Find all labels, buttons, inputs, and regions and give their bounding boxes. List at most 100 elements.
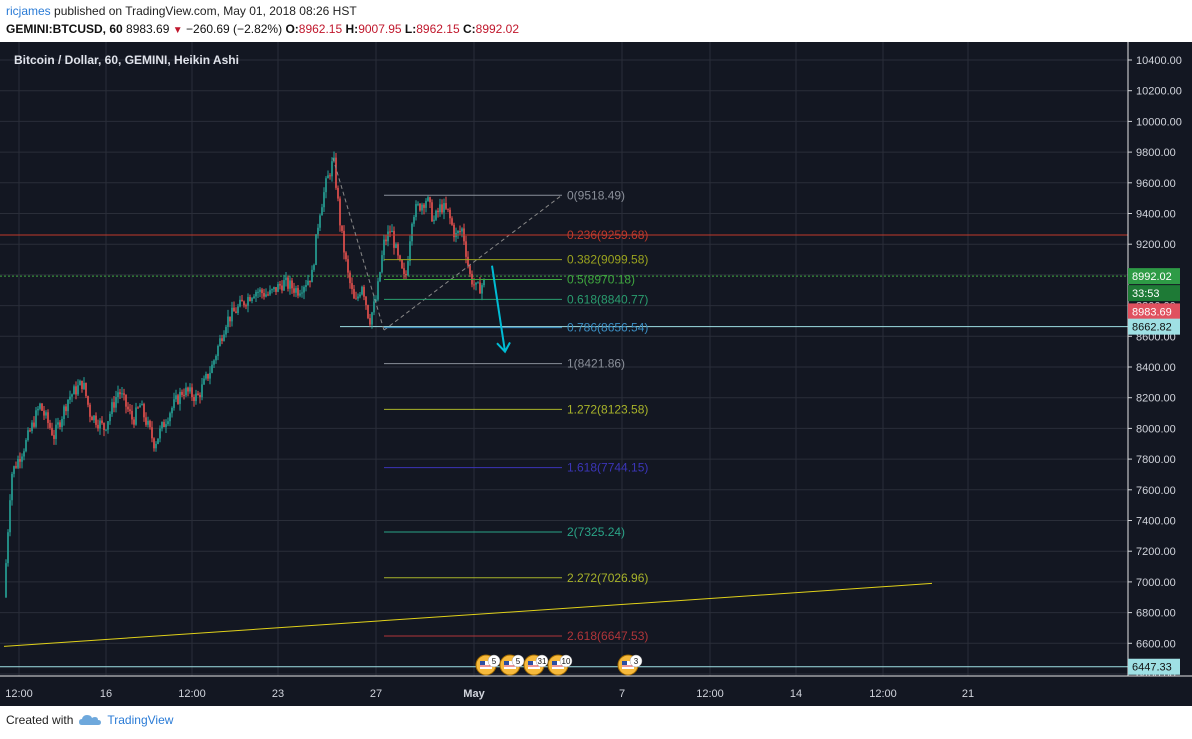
candle-body (351, 283, 353, 290)
event-count: 5 (516, 657, 521, 666)
event-badge[interactable]: 3 (617, 654, 643, 676)
candle-body (419, 203, 421, 211)
candle-body (333, 157, 335, 162)
candle-body (369, 318, 371, 325)
candle-body (61, 418, 63, 427)
candle-body (215, 356, 217, 361)
price-tick-label: 8400.00 (1136, 362, 1176, 374)
candle-body (121, 393, 123, 395)
candle-body (421, 204, 423, 211)
candle-body (315, 234, 317, 265)
trend-line (3, 582, 933, 647)
event-count-bubble (487, 654, 501, 668)
publish-text: published on TradingView.com, May 01, 20… (54, 4, 357, 18)
time-tick-label: 12:00 (5, 688, 33, 700)
fib-level-label: 0.786(8656.54) (567, 321, 648, 335)
candle-body (201, 384, 203, 398)
candle-body (291, 280, 293, 289)
candle-body (101, 420, 103, 423)
publish-info: ricjames published on TradingView.com, M… (6, 4, 357, 18)
candle-body (357, 296, 359, 299)
time-tick-label: 23 (272, 688, 284, 700)
candle-body (81, 380, 83, 389)
candle-body (117, 392, 119, 398)
fib-level-label: 0(9518.49) (567, 188, 625, 202)
event-badge[interactable]: 5 (499, 654, 525, 676)
tradingview-link[interactable]: TradingView (79, 713, 173, 727)
candle-body (127, 406, 129, 410)
candle-body (7, 532, 9, 564)
price-scale[interactable] (1128, 42, 1192, 676)
candle-body (447, 208, 449, 210)
ohlc-legend: GEMINI:BTCUSD, 60 8983.69 ▼ −260.69 (−2.… (6, 22, 520, 36)
author-link[interactable]: ricjames (6, 4, 51, 18)
candle-body (25, 440, 27, 452)
price-tick-label: 7800.00 (1136, 454, 1176, 466)
candle-body (161, 422, 163, 429)
price-label-bg (1128, 303, 1180, 320)
candle-body (259, 289, 261, 292)
candle-body (57, 422, 59, 425)
candle-body (175, 395, 177, 400)
candle-body (19, 458, 21, 462)
candle-body (427, 197, 429, 201)
price-label-bg (1128, 658, 1180, 675)
candle-body (317, 227, 319, 235)
candle-body (247, 297, 249, 306)
candle-body (113, 402, 115, 408)
time-tick-label: May (463, 688, 485, 700)
candle-body (443, 203, 445, 213)
price-tick-label: 10400.00 (1136, 55, 1182, 67)
candle-body (481, 285, 483, 294)
event-badge[interactable]: 5 (475, 654, 501, 676)
candle-body (59, 422, 61, 427)
candle-body (281, 285, 283, 291)
time-tick-label: 7 (619, 688, 625, 700)
candle-body (99, 420, 101, 429)
event-badge[interactable]: 31 (523, 654, 549, 676)
candle-body (163, 422, 165, 428)
candle-body (321, 207, 323, 216)
candle-body (179, 391, 181, 404)
fib-level-label: 2.272(7026.96) (567, 571, 648, 585)
candle-body (209, 372, 211, 379)
candle-body (327, 175, 329, 179)
price-chart[interactable]: 0(9518.49) 0.236(9259.68) 0.382(9099.58) 0.… (0, 42, 1192, 706)
candle-body (425, 200, 427, 208)
candle-body (483, 279, 485, 286)
candle-body (231, 307, 233, 322)
candle-body (23, 451, 25, 457)
candle-body (477, 282, 479, 284)
economic-events[interactable]: 5 5 31 10 3 (475, 654, 643, 676)
event-count-bubble (535, 654, 549, 668)
candle-body (15, 466, 17, 468)
candle-body (271, 289, 273, 291)
candle-body (243, 301, 245, 306)
flag-stripes (528, 661, 540, 669)
candle-body (107, 421, 109, 430)
candle-body (33, 422, 35, 427)
candle-body (173, 399, 175, 408)
candle-body (207, 373, 209, 379)
time-scale[interactable] (0, 676, 1192, 706)
event-badge[interactable]: 10 (547, 654, 573, 676)
flag-canton (528, 661, 533, 665)
high-value: 9007.95 (358, 22, 402, 36)
candle-body (155, 443, 157, 449)
fibonacci-extension[interactable]: 0(9518.49) 0.236(9259.68) 0.382(9099.58) 0.… (332, 158, 648, 643)
price-label-text: 33:53 (1132, 288, 1160, 300)
candle-body (21, 456, 23, 462)
event-count-bubble (559, 654, 573, 668)
candle-body (461, 228, 463, 232)
candle-body (383, 239, 385, 256)
candle-body (71, 394, 73, 397)
candle-body (225, 326, 227, 335)
candle-body (359, 294, 361, 297)
candle-body (73, 386, 75, 395)
arrow-shaft (491, 265, 506, 352)
candle-body (67, 399, 69, 412)
candle-body (257, 291, 259, 293)
candle-body (195, 393, 197, 402)
candle-body (139, 405, 141, 408)
candle-body (289, 280, 291, 289)
